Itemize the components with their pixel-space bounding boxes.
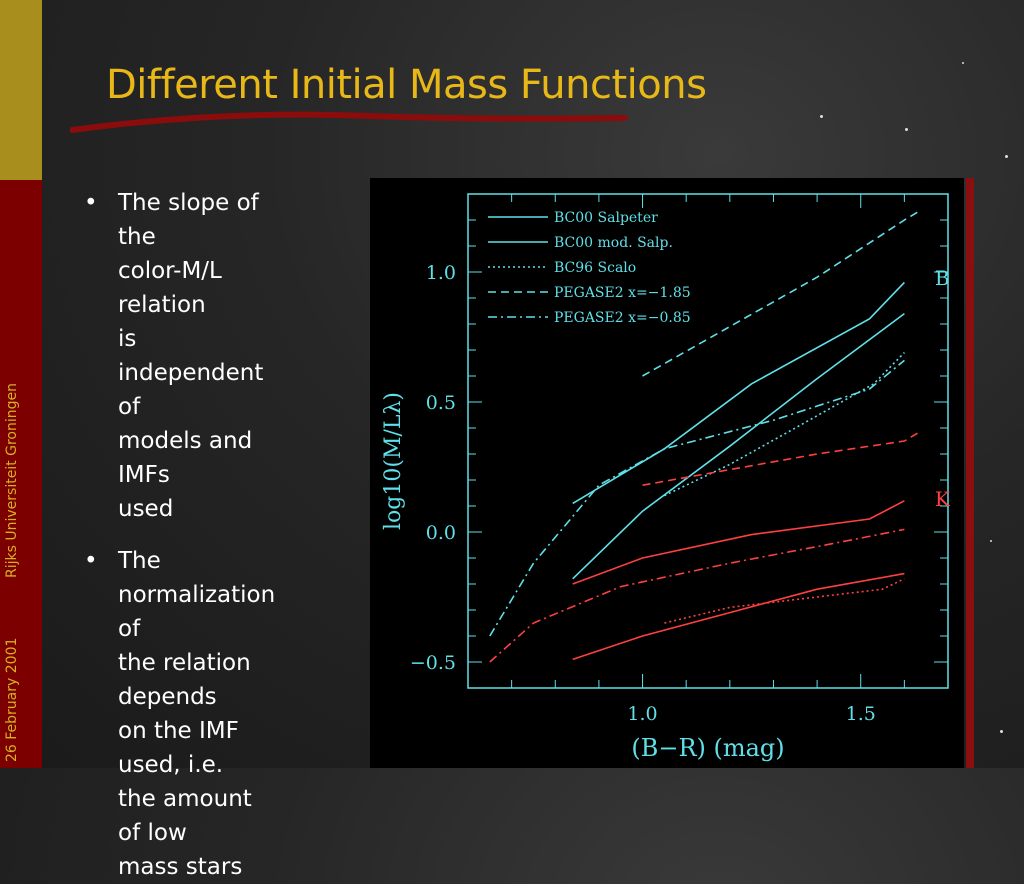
y-tick-label: 0.5: [426, 392, 456, 414]
band-label: B: [935, 266, 950, 290]
bullet-line: is independent of: [118, 326, 264, 420]
x-axis-label: (B−R) (mag): [631, 734, 784, 762]
plot-frame: [467, 193, 949, 689]
slide-title: Different Initial Mass Functions: [106, 62, 707, 108]
bullet-line: models and IMFs: [118, 428, 253, 488]
star-dot: [820, 115, 823, 118]
sidebar-org: Rijks Universiteit Groningen: [4, 382, 20, 578]
legend-entry: BC00 Salpeter: [554, 210, 658, 226]
bullet-marker: •: [84, 190, 98, 216]
y-tick-label: 0.0: [426, 522, 456, 544]
series-line: [572, 312, 905, 580]
bullet-line: on the IMF used, i.e.: [118, 718, 239, 778]
legend-entry: PEGASE2 x=−0.85: [554, 310, 691, 326]
series-line: [642, 432, 918, 486]
y-tick-label: −0.5: [410, 652, 456, 674]
y-tick-label: 1.0: [426, 262, 456, 284]
title-underline-swoosh: [70, 111, 628, 133]
ml-color-chart: 1.0 1.5 1.0 0.5 0.0 −0.5 (B−R) (mag) log10(M/Lλ…: [381, 193, 951, 762]
bullet-line: used: [118, 496, 174, 522]
bullet-text: The slope of the color-M/L relation is i…: [118, 186, 263, 526]
series-line: [572, 572, 905, 661]
series-line: [664, 578, 905, 624]
band-label: K: [935, 487, 951, 511]
series-line: [489, 359, 905, 637]
sidebar-gold-band: [0, 0, 42, 180]
y-axis-label: log10(M/Lλ): [381, 392, 406, 530]
plot-panel: 1.0 1.5 1.0 0.5 0.0 −0.5 (B−R) (mag) log10(M/Lλ…: [370, 178, 964, 768]
legend-entry: BC00 mod. Salp.: [554, 235, 673, 251]
bullet-line: The slope of the: [118, 190, 259, 250]
bullet-marker: •: [84, 548, 98, 574]
star-dot: [905, 128, 908, 131]
series-line: [642, 211, 918, 377]
series-line: [572, 281, 905, 505]
bullet-line: color-M/L relation: [118, 258, 222, 318]
sidebar-red-band: [0, 180, 42, 768]
legend-entry: BC96 Scalo: [554, 260, 636, 276]
series-line: [489, 528, 905, 663]
star-dot: [1000, 730, 1003, 733]
bullet-line: the amount of low: [118, 786, 252, 846]
star-dot: [1005, 155, 1008, 158]
series-line: [572, 500, 905, 585]
bullet-line: mass stars: [118, 854, 243, 880]
star-dot: [990, 540, 992, 542]
right-accent-bar: [966, 178, 974, 768]
legend-entry: PEGASE2 x=−1.85: [554, 285, 691, 301]
bullet-text: The normalization of the relation depend…: [118, 544, 275, 884]
bullet-line: the relation depends: [118, 650, 251, 710]
star-dot: [962, 62, 964, 64]
bullet-line: The normalization of: [118, 548, 276, 642]
sidebar-date: 26 February 2001: [4, 637, 20, 762]
x-tick-label: 1.5: [846, 703, 876, 725]
x-tick-label: 1.0: [627, 703, 657, 725]
